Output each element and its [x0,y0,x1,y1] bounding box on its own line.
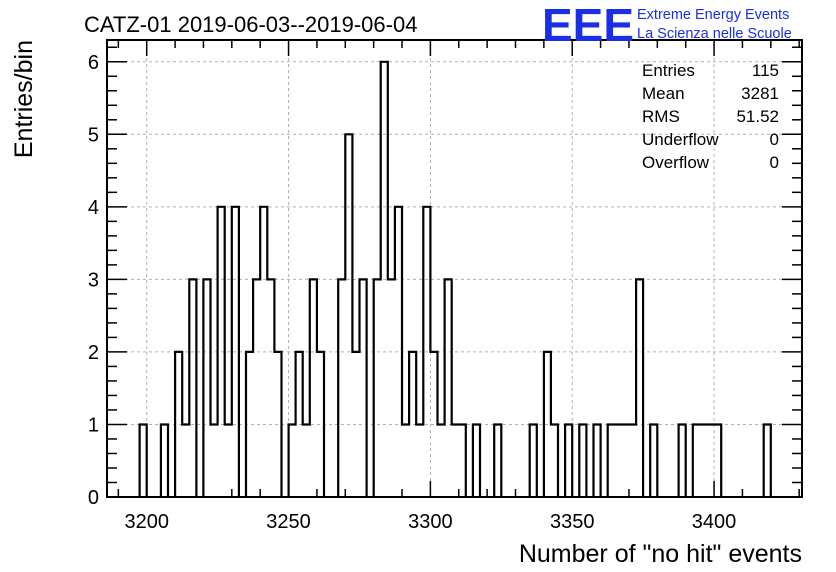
eee-logo-line2: La Scienza nelle Scuole [637,26,792,42]
stats-value: 0 [770,130,779,149]
y-tick-label: 6 [88,52,99,74]
x-tick-label: 3250 [266,511,311,533]
y-axis-title: Entries/bin [10,40,38,158]
x-tick-label: 3350 [550,511,595,533]
stats-value: 0 [770,153,779,172]
stats-label: Entries [642,61,695,80]
plot-frame [106,39,803,498]
x-axis-title: Number of "no hit" events [519,540,802,568]
x-tick-label: 3400 [692,511,737,533]
stats-label: Overflow [642,153,710,172]
stats-value: 51.52 [736,107,779,126]
eee-logo-line1: Extreme Energy Events [637,7,789,23]
y-tick-label: 3 [88,269,99,291]
histogram-outline [138,60,772,497]
x-tick-label: 3200 [124,511,169,533]
stats-box: Entries 115 Mean 3281 RMS 51.52 Underflow 0 Over… [642,61,779,172]
y-tick-label: 5 [88,124,99,146]
y-tick-label: 1 [88,414,99,436]
stats-value: 3281 [741,84,779,103]
eee-logo: EEE Extreme Energy Events La Scienza nel… [542,0,792,51]
chart-title: CATZ-01 2019-06-03--2019-06-04 [84,12,417,37]
grid-lines [107,40,802,497]
stats-label: RMS [642,107,680,126]
y-tick-label: 4 [88,197,99,219]
y-tick-label: 2 [88,342,99,364]
y-tick-label: 0 [88,487,99,509]
tick-labels: 3200 3250 3300 3350 3400 0 1 2 3 4 5 6 [88,52,736,533]
x-tick-label: 3300 [408,511,453,533]
stats-label: Underflow [642,130,719,149]
stats-label: Mean [642,84,685,103]
axis-ticks [107,40,802,498]
stats-value: 115 [752,61,779,80]
eee-logo-mark: EEE [542,0,634,51]
